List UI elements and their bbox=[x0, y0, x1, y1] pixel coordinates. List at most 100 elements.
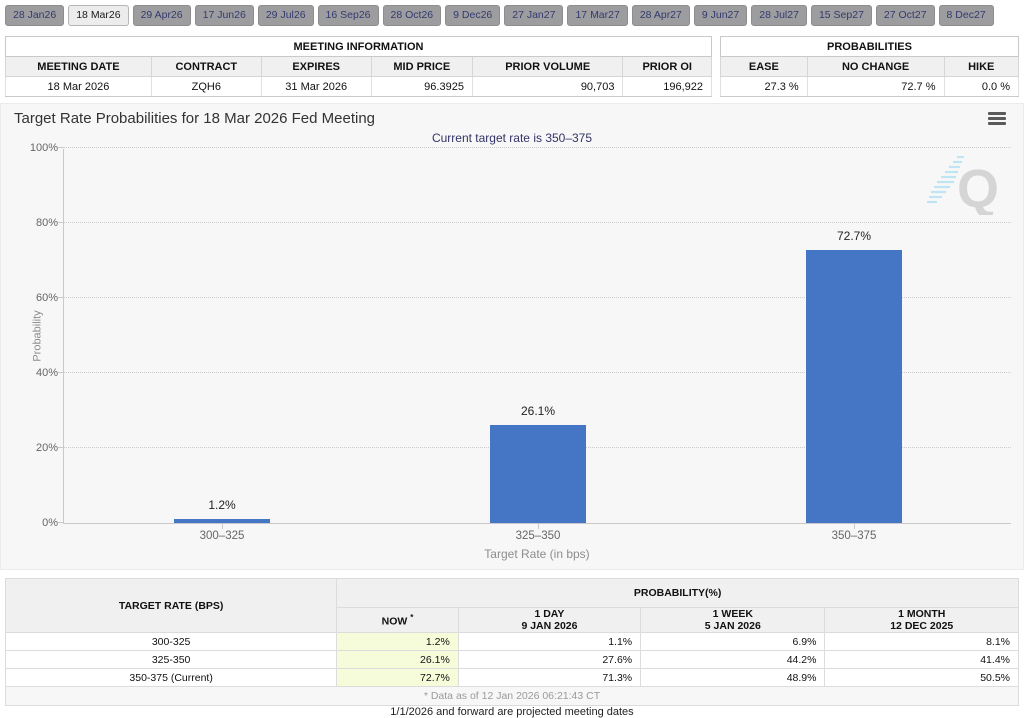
tab-27-jan27[interactable]: 27 Jan27 bbox=[504, 5, 564, 26]
probabilities-header-row: EASE NO CHANGE HIKE bbox=[720, 56, 1020, 77]
history-subcol-1-day: 1 DAY 9 JAN 2026 bbox=[457, 607, 642, 633]
meeting-info-col-2: EXPIRES bbox=[260, 56, 372, 77]
meeting-information-table: MEETING INFORMATION MEETING DATE CONTRACT… bbox=[5, 36, 712, 97]
x-tick-label: 350–375 bbox=[831, 530, 877, 542]
tab-27-oct27[interactable]: 27 Oct27 bbox=[875, 5, 935, 26]
tab-29-jul26[interactable]: 29 Jul26 bbox=[257, 5, 314, 26]
subcol-line1: NOW bbox=[381, 615, 408, 628]
probabilities-col-2: HIKE bbox=[943, 56, 1020, 77]
x-axis-title: Target Rate (in bps) bbox=[484, 547, 590, 561]
gridline-80% bbox=[64, 222, 1011, 223]
history-rate-cell: 350-375 (Current) bbox=[4, 668, 338, 687]
tab-28-oct26[interactable]: 28 Oct26 bbox=[382, 5, 442, 26]
gridline-40% bbox=[64, 372, 1011, 373]
probabilities-col-0: EASE bbox=[720, 56, 808, 77]
tab-15-sep27[interactable]: 15 Sep27 bbox=[810, 5, 872, 26]
gridline-60% bbox=[64, 297, 1011, 298]
probability-pct-header: PROBABILITY(%) bbox=[336, 578, 1019, 608]
meeting-info-val-1: ZQH6 bbox=[150, 76, 262, 97]
top-summary-tables: MEETING INFORMATION MEETING DATE CONTRACT… bbox=[5, 36, 1020, 97]
tab-28-apr27[interactable]: 28 Apr27 bbox=[631, 5, 690, 26]
meeting-information-header-row: MEETING DATE CONTRACT EXPIRES MID PRICE PRIO… bbox=[5, 56, 712, 77]
y-tick-mark bbox=[58, 447, 64, 448]
chart-plot-area: Q Probability 0% 20% 40% 60% 80% 100% 1.2% 300–… bbox=[30, 142, 1011, 542]
history-prob-cell: 8.1% bbox=[824, 632, 1019, 651]
y-tick-mark bbox=[58, 522, 64, 523]
bar-value-label: 26.1% bbox=[520, 404, 556, 419]
subcol-line2: 5 JAN 2026 bbox=[704, 620, 761, 632]
meeting-info-val-4: 90,703 bbox=[471, 76, 624, 97]
gridline-100% bbox=[64, 147, 1011, 148]
tab-17-mar27[interactable]: 17 Mar27 bbox=[567, 5, 628, 26]
history-prob-cell: 50.5% bbox=[824, 668, 1019, 687]
y-tick-label-40%: 40% bbox=[35, 367, 58, 379]
tab-9-jun27[interactable]: 9 Jun27 bbox=[693, 5, 748, 26]
y-tick-label-0%: 0% bbox=[42, 517, 58, 529]
probabilities-val-2: 0.0 % bbox=[943, 76, 1020, 97]
subcol-line1: 1 MONTH bbox=[898, 608, 946, 620]
y-tick-label-80%: 80% bbox=[35, 217, 58, 229]
tab-28-jan26[interactable]: 28 Jan26 bbox=[5, 5, 65, 26]
tab-28-jul27[interactable]: 28 Jul27 bbox=[751, 5, 807, 26]
x-tick-mark bbox=[854, 523, 855, 529]
history-prob-cell: 26.1% bbox=[336, 650, 459, 669]
probabilities-caption: PROBABILITIES bbox=[720, 36, 1019, 57]
tab-17-jun26[interactable]: 17 Jun26 bbox=[194, 5, 254, 26]
tab-9-dec26[interactable]: 9 Dec26 bbox=[445, 5, 501, 26]
subcol-line1: 1 WEEK bbox=[712, 608, 753, 620]
history-rate-cell: 300-325 bbox=[4, 632, 338, 651]
meeting-info-val-0: 18 Mar 2026 bbox=[5, 76, 152, 97]
projected-dates-note: 1/1/2026 and forward are projected meeti… bbox=[390, 706, 634, 718]
tab-29-apr26[interactable]: 29 Apr26 bbox=[132, 5, 191, 26]
subcol-line1: 1 DAY bbox=[534, 608, 565, 620]
history-prob-cell: 72.7% bbox=[336, 668, 459, 687]
history-prob-cell: 6.9% bbox=[640, 632, 826, 651]
subcol-asterisk: * bbox=[410, 613, 414, 623]
history-rate-cell: 325-350 bbox=[4, 650, 338, 669]
y-tick-mark bbox=[58, 222, 64, 223]
probabilities-data-row: 27.3 % 72.7 % 0.0 % bbox=[720, 76, 1020, 97]
probabilities-val-1: 72.7 % bbox=[806, 76, 945, 97]
history-subheader-row: NOW * 1 DAY 9 JAN 2026 1 WEEK 5 JAN 2026 1 MO… bbox=[6, 607, 1019, 633]
history-row-350-375-current-: 350-375 (Current) 72.7% 71.3% 48.9% 50.5% bbox=[4, 668, 1019, 687]
bar-value-label: 1.2% bbox=[208, 497, 236, 512]
tab-16-sep26[interactable]: 16 Sep26 bbox=[317, 5, 379, 26]
meeting-info-col-3: MID PRICE bbox=[370, 56, 473, 77]
history-subcol-1-week: 1 WEEK 5 JAN 2026 bbox=[640, 607, 826, 633]
bar-value-label: 72.7% bbox=[836, 229, 872, 244]
probabilities-col-1: NO CHANGE bbox=[806, 56, 945, 77]
history-row-300-325: 300-325 1.2% 1.1% 6.9% 8.1% bbox=[4, 632, 1019, 651]
probability-history-table: TARGET RATE (BPS) PROBABILITY(%) NOW * 1 … bbox=[4, 578, 1019, 706]
history-prob-cell: 41.4% bbox=[824, 650, 1019, 669]
meeting-info-val-2: 31 Mar 2026 bbox=[260, 76, 372, 97]
history-prob-cell: 1.2% bbox=[336, 632, 459, 651]
target-rate-chart-panel: Target Rate Probabilities for 18 Mar 202… bbox=[0, 103, 1024, 570]
y-tick-label-100%: 100% bbox=[29, 142, 58, 154]
meeting-info-col-5: PRIOR OI bbox=[622, 56, 712, 77]
history-group-header-row: TARGET RATE (BPS) PROBABILITY(%) bbox=[4, 578, 1019, 633]
meeting-info-col-1: CONTRACT bbox=[150, 56, 262, 77]
history-prob-cell: 48.9% bbox=[640, 668, 826, 687]
tab-8-dec27[interactable]: 8 Dec27 bbox=[938, 5, 994, 26]
history-prob-cell: 1.1% bbox=[457, 632, 642, 651]
history-footnote-row: * Data as of 12 Jan 2026 06:21:43 CT bbox=[5, 686, 1019, 706]
chart-context-menu-icon[interactable] bbox=[988, 112, 1006, 127]
x-tick-mark bbox=[538, 523, 539, 529]
svg-text:Q: Q bbox=[957, 159, 999, 215]
history-prob-cell: 44.2% bbox=[640, 650, 826, 669]
probabilities-table: PROBABILITIES EASE NO CHANGE HIKE 27.3 % 72… bbox=[720, 36, 1020, 97]
history-subcol-now: NOW * bbox=[336, 607, 459, 633]
y-tick-mark bbox=[58, 147, 64, 148]
y-tick-label-60%: 60% bbox=[35, 292, 58, 304]
tab-18-mar26[interactable]: 18 Mar26 bbox=[68, 5, 129, 26]
chart-subtitle: Current target rate is 350–375 bbox=[431, 131, 593, 145]
y-tick-mark bbox=[58, 297, 64, 298]
target-rate-bps-header: TARGET RATE (BPS) bbox=[4, 578, 338, 633]
meeting-info-col-0: MEETING DATE bbox=[5, 56, 152, 77]
history-row-325-350: 325-350 26.1% 27.6% 44.2% 41.4% bbox=[4, 650, 1019, 669]
quikstrike-watermark-logo: Q bbox=[921, 151, 1003, 220]
meeting-date-tabbar: 28 Jan26 18 Mar26 29 Apr26 17 Jun26 29 Jul26… bbox=[5, 5, 1019, 26]
y-tick-label-20%: 20% bbox=[35, 442, 58, 454]
y-axis-title: Probability bbox=[31, 310, 44, 362]
